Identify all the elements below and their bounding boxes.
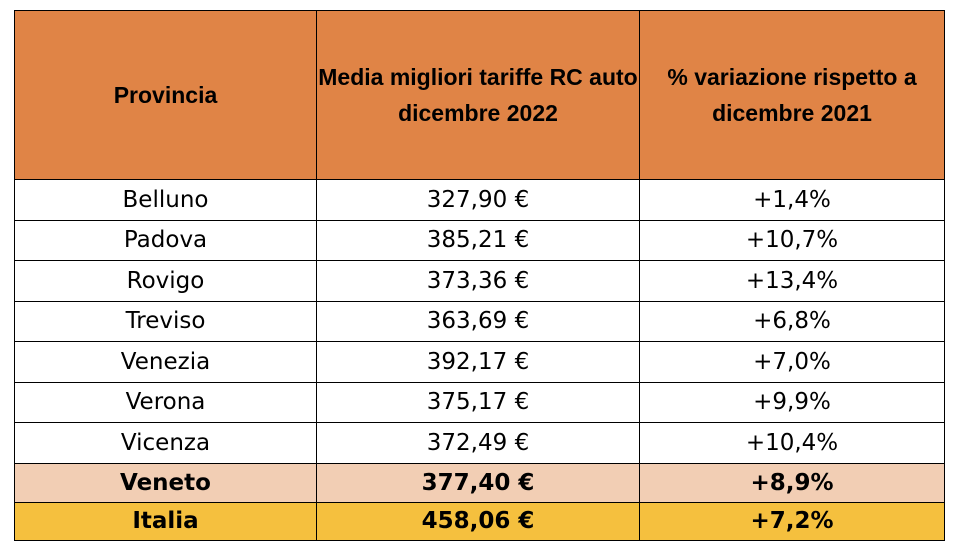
cell-media: 392,17 € [316,341,640,383]
cell-variazione: +8,9% [639,462,945,503]
cell-provincia: Treviso [14,300,317,342]
header-row: Provincia Media migliori tariffe RC auto… [14,10,945,180]
table-row: Padova 385,21 € +10,7% [14,219,945,261]
cell-variazione: +10,7% [639,219,945,261]
cell-provincia: Vicenza [14,422,317,464]
cell-media: 372,49 € [316,422,640,464]
cell-media: 385,21 € [316,219,640,261]
table-row: Verona 375,17 € +9,9% [14,381,945,423]
cell-provincia: Rovigo [14,260,317,302]
rc-auto-table: Provincia Media migliori tariffe RC auto… [14,10,945,541]
cell-media: 458,06 € [316,501,640,541]
header-media-tariffe: Media migliori tariffe RC auto dicembre … [316,10,640,180]
header-provincia: Provincia [14,10,317,180]
cell-variazione: +6,8% [639,300,945,342]
table-row: Venezia 392,17 € +7,0% [14,341,945,383]
cell-provincia: Veneto [14,462,317,503]
cell-provincia: Padova [14,219,317,261]
cell-provincia: Venezia [14,341,317,383]
header-variazione: % variazione rispetto a dicembre 2021 [639,10,945,180]
italia-total-row: Italia 458,06 € +7,2% [14,501,945,541]
cell-media: 363,69 € [316,300,640,342]
cell-provincia: Belluno [14,179,317,221]
table-row: Treviso 363,69 € +6,8% [14,300,945,342]
cell-variazione: +7,2% [639,501,945,541]
cell-provincia: Verona [14,381,317,423]
cell-media: 375,17 € [316,381,640,423]
cell-media: 327,90 € [316,179,640,221]
veneto-total-row: Veneto 377,40 € +8,9% [14,462,945,503]
cell-variazione: +9,9% [639,381,945,423]
cell-provincia: Italia [14,501,317,541]
cell-media: 373,36 € [316,260,640,302]
cell-variazione: +13,4% [639,260,945,302]
cell-variazione: +1,4% [639,179,945,221]
cell-variazione: +10,4% [639,422,945,464]
table-row: Belluno 327,90 € +1,4% [14,179,945,221]
table-row: Rovigo 373,36 € +13,4% [14,260,945,302]
cell-variazione: +7,0% [639,341,945,383]
cell-media: 377,40 € [316,462,640,503]
table-row: Vicenza 372,49 € +10,4% [14,422,945,464]
